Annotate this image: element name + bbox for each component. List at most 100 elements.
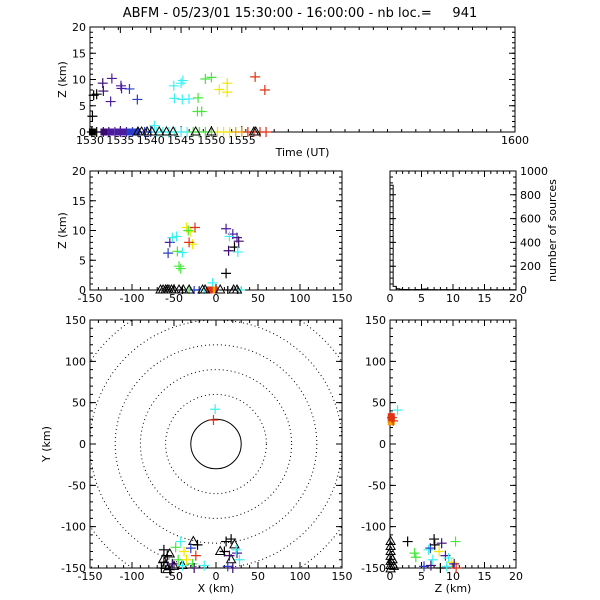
x-tick-label: 1600 [501,134,529,147]
source-cross [175,536,186,547]
source-cross [402,536,413,547]
y-tick-label: 10 [72,225,86,238]
source-cross [425,560,436,571]
source-cross [419,561,430,572]
source-cross [181,554,192,565]
range-ring [139,369,293,519]
ground-triangle [136,125,147,136]
source-cross [392,405,403,416]
x-tick-label: 15 [478,292,492,305]
ground-triangle [146,125,158,136]
station-triangle [385,559,396,570]
source-cross [91,89,102,100]
x-tick-label: 1545 [167,134,195,147]
y-tick-label: 20 [72,21,86,34]
source-cross [167,232,178,243]
zy-panel: 0 5 10 15 20 -150 -100 -50 0 50 100 150 Z (km) [361,314,523,595]
plot-frame [89,319,343,569]
source-cross [222,561,233,572]
x-tick-label: 10 [446,570,460,583]
y-tick-label: 15 [72,47,86,60]
y-tick-label: 1000 [520,165,548,178]
source-cross [449,558,460,569]
x-tick-label: -100 [120,292,145,305]
y-tick-label: 400 [520,236,541,249]
ground-triangle [183,283,195,294]
source-cross [156,563,167,573]
x-tick-label: -150 [78,292,103,305]
x-tick-label: 0 [387,292,394,305]
source-cross [164,564,175,575]
source-cross [233,236,244,247]
x-tick-label: 0 [213,570,220,583]
ground-source-cross [149,120,160,131]
ground-source-square [133,128,141,136]
source-cross [436,538,447,549]
ground-source-square [100,128,108,136]
x-tick-label: -100 [120,570,145,583]
source-cross [207,277,218,288]
y-tick-label: 0 [79,284,86,297]
x-tick-label: 1530 [76,134,104,147]
plot-frame [89,170,343,291]
source-cross [388,415,399,426]
y-tick-label: 0 [79,438,86,451]
source-cross [176,78,187,89]
source-cross [423,544,434,555]
x-axis-label: Z (km) [435,582,472,595]
range-ring [165,393,267,495]
source-cross [210,404,221,415]
source-cross [97,78,108,89]
y-tick-label: -100 [61,521,86,534]
histogram-line [389,184,516,291]
source-cross [221,536,232,547]
x-tick-label: -50 [165,570,183,583]
source-cross [177,560,188,571]
source-cross [193,92,204,103]
station-triangle [385,540,396,551]
x-tick-label: 1555 [228,134,256,147]
station-triangle [229,538,240,549]
station-triangle [385,562,396,573]
source-cross [189,563,200,573]
x-tick-label: 0 [387,570,394,583]
source-cross [179,546,190,557]
source-cross [199,560,210,571]
ground-source-cross [261,127,272,137]
ground-source-square [205,286,213,294]
y-tick-label: -100 [361,521,386,534]
source-cross [214,84,225,95]
y-tick-label: 800 [520,189,541,202]
y-axis-label: Y (km) [40,426,53,463]
source-cross [250,71,261,82]
source-cross [177,75,188,86]
y-tick-label: -150 [361,562,386,575]
source-cross [409,548,420,559]
x-tick-label: 20 [509,570,523,583]
source-cross [221,223,232,234]
y-tick-label: -50 [368,479,386,492]
x-axis-label: Time (UT) [275,146,330,159]
source-cross [192,539,203,550]
y-tick-label: 5 [79,254,86,267]
x-tick-label: 100 [290,292,311,305]
source-cross [450,536,461,547]
x-tick-label: 100 [290,570,311,583]
y-tick-label: 100 [65,355,86,368]
plot-frame [389,170,517,291]
y-tick-label: 150 [365,314,386,327]
source-cross [162,550,173,561]
source-cross [429,534,440,545]
y-tick-label: 600 [520,213,541,226]
source-cross [222,78,233,89]
figure-title: ABFM - 05/23/01 15:30:00 - 16:00:00 - nb… [123,6,478,21]
ground-triangle [206,125,217,136]
source-cross [164,237,175,248]
y-axis-label: Z (km) [56,212,69,249]
source-cross [172,246,183,257]
source-cross [132,94,143,105]
ground-source-square [126,128,134,136]
source-cross [171,231,182,242]
